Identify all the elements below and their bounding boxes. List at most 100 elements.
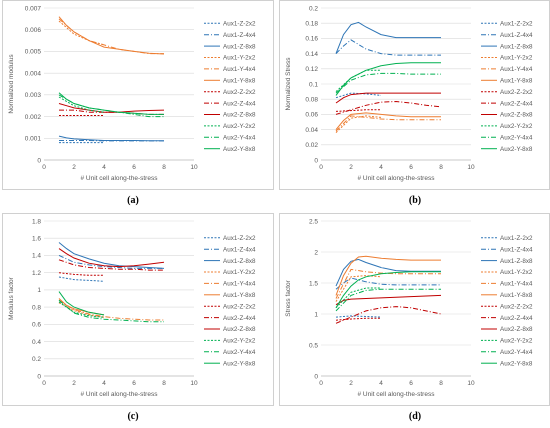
series-line [58, 276, 105, 282]
legend-label: Aux2-Z-2x2 [500, 303, 533, 310]
series-line [58, 254, 164, 269]
y-tick-label: 0.08 [305, 97, 318, 104]
series-line [58, 291, 105, 316]
y-tick-label: 0.2 [309, 5, 318, 12]
y-tick-label: 0.002 [25, 114, 42, 121]
y-tick-label: 0.16 [305, 36, 318, 43]
series-line [335, 100, 442, 115]
chart-b: 0 0.02 0.04 0.06 0.08 0.1 0.12 0.14 0.16 0.18 0.2 0… [279, 0, 550, 190]
x-tick-label: 6 [409, 164, 413, 171]
y-tick-label: 0.5 [309, 342, 318, 349]
x-tick-label: 6 [409, 380, 413, 387]
y-tick-label: 0.2 [32, 356, 41, 363]
panel-label-a: (a) [127, 195, 139, 206]
x-tick-label: 4 [102, 164, 106, 171]
series-line [335, 21, 441, 54]
x-axis-label: # Unit cell along-the-stress [81, 391, 159, 398]
y-tick-label: 0.1 [309, 81, 318, 88]
legend-label: Aux1-Y-8x8 [500, 78, 533, 85]
legend-label: Aux2-Z-2x2 [223, 89, 256, 96]
panel-a: 0 0.001 0.002 0.003 0.004 0.005 0.006 0.007 0 2 4 6… [2, 0, 274, 190]
legend-label: Aux1-Y-2x2 [223, 55, 256, 62]
y-axis-label: Modulus factor [8, 276, 15, 319]
y-axis-label: Normalized Stress [285, 57, 292, 111]
y-axis-label: Stress factor [285, 279, 292, 316]
series-line [335, 39, 441, 56]
chart-c: 0 0.2 0.4 0.6 0.8 1 1.2 1.4 1.6 1.8 0 2 4 6 8 10 # Unit … [2, 213, 274, 406]
y-tick-label: 0.005 [25, 49, 42, 56]
x-tick-label: 6 [132, 380, 136, 387]
y-tick-label: 0.006 [25, 27, 42, 34]
y-tick-label: 0 [37, 373, 41, 380]
legend-label: Aux1-Y-2x2 [223, 269, 256, 276]
legend-label: Aux2-Y-4x4 [500, 349, 533, 356]
y-tick-label: 0 [37, 157, 41, 164]
panel-label-c: (c) [127, 411, 139, 422]
series-line [58, 242, 165, 269]
legend-label: Aux1-Z-4x4 [500, 32, 533, 39]
x-tick-label: 2 [349, 164, 353, 171]
legend-label: Aux2-Z-4x4 [223, 100, 256, 107]
legend-label: Aux1-Z-8x8 [223, 43, 256, 50]
x-tick-label: 4 [379, 380, 383, 387]
legend-label: Aux1-Z-2x2 [500, 235, 533, 242]
series-line [335, 112, 441, 130]
legend-label: Aux2-Y-2x2 [223, 123, 256, 130]
legend-label: Aux2-Y-4x4 [223, 135, 256, 142]
series-line [58, 135, 164, 142]
y-tick-label: 1 [314, 311, 318, 318]
panel-frame [2, 213, 274, 406]
y-tick-label: 2.5 [309, 218, 318, 225]
legend-label: Aux2-Z-8x8 [500, 326, 533, 333]
x-tick-label: 10 [190, 164, 198, 171]
legend-label: Aux2-Z-4x4 [223, 315, 256, 322]
x-tick-label: 2 [72, 380, 76, 387]
x-axis-label: # Unit cell along-the-stress [358, 391, 436, 398]
y-tick-label: 0.6 [32, 322, 41, 329]
series-line [335, 277, 441, 290]
legend-label: Aux2-Y-2x2 [223, 338, 256, 345]
series-line [58, 301, 105, 318]
y-tick-label: 1.2 [32, 270, 41, 277]
x-tick-label: 10 [190, 380, 198, 387]
series-line [58, 299, 164, 323]
y-tick-label: 0.8 [32, 304, 41, 311]
y-tick-label: 1.4 [32, 253, 41, 260]
y-tick-label: 0 [314, 373, 318, 380]
legend-label: Aux2-Z-2x2 [500, 89, 533, 96]
legend-label: Aux2-Y-8x8 [223, 146, 256, 153]
series-line [335, 315, 382, 318]
panel-d: 0 0.5 1 1.5 2 2.5 0 2 4 6 8 10 # Unit cell along-the… [279, 213, 550, 406]
x-tick-label: 0 [42, 164, 46, 171]
y-tick-label: 2 [314, 249, 318, 256]
legend-label: Aux1-Y-2x2 [500, 55, 533, 62]
y-tick-label: 0.003 [25, 92, 42, 99]
legend-label: Aux2-Z-4x4 [500, 100, 533, 107]
y-tick-label: 1.5 [309, 280, 318, 287]
series-line [58, 92, 164, 115]
series-line [335, 92, 382, 99]
y-tick-label: 0.06 [305, 112, 318, 119]
legend-label: Aux1-Y-4x4 [500, 66, 533, 73]
legend-label: Aux1-Z-8x8 [500, 258, 533, 265]
series-line [335, 258, 441, 287]
legend-label: Aux1-Y-2x2 [500, 269, 533, 276]
x-tick-label: 2 [349, 380, 353, 387]
y-tick-label: 0.12 [305, 66, 318, 73]
legend-label: Aux1-Z-2x2 [223, 235, 256, 242]
series-line [335, 62, 441, 96]
series-line [58, 96, 105, 113]
legend-label: Aux2-Z-8x8 [223, 112, 256, 119]
legend-label: Aux1-Z-2x2 [223, 21, 256, 28]
x-axis-label: # Unit cell along-the-stress [81, 175, 159, 182]
legend-label: Aux2-Y-8x8 [500, 360, 533, 367]
series-line [335, 288, 441, 312]
legend-label: Aux1-Z-4x4 [223, 32, 256, 39]
x-tick-label: 0 [319, 380, 323, 387]
y-tick-label: 0.18 [305, 21, 318, 28]
legend-label: Aux1-Y-8x8 [500, 292, 533, 299]
y-tick-label: 1.6 [32, 236, 41, 243]
chart-d: 0 0.5 1 1.5 2 2.5 0 2 4 6 8 10 # Unit cell along-the… [279, 213, 550, 406]
y-tick-label: 0.004 [25, 70, 42, 77]
series-line [58, 16, 165, 55]
